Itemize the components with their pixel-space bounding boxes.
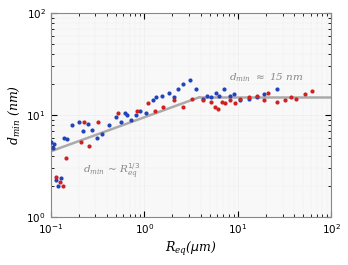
Point	[254, 94, 260, 98]
Point	[118, 120, 124, 124]
Point	[172, 98, 177, 102]
Point	[57, 180, 62, 184]
Point	[133, 113, 139, 117]
Point	[62, 136, 67, 140]
Point	[293, 96, 299, 101]
Point	[175, 87, 181, 91]
Point	[216, 107, 221, 111]
Point	[69, 123, 75, 127]
Point	[246, 96, 251, 101]
Point	[237, 98, 243, 102]
Point	[85, 122, 90, 126]
Point	[106, 123, 112, 127]
Point	[288, 95, 294, 99]
Point	[200, 98, 205, 102]
Point	[219, 100, 224, 104]
Point	[52, 142, 57, 146]
Point	[204, 94, 210, 98]
Point	[82, 120, 87, 124]
Point	[237, 96, 243, 101]
Point	[145, 101, 151, 105]
Point	[95, 120, 101, 124]
Point	[216, 94, 222, 98]
Point	[208, 100, 214, 104]
Point	[60, 184, 65, 189]
Point	[302, 92, 308, 96]
Point	[54, 178, 59, 182]
Point	[63, 156, 69, 160]
Point	[143, 111, 149, 115]
Point	[48, 139, 53, 144]
Point	[246, 95, 251, 99]
Point	[222, 101, 228, 105]
Point	[282, 98, 288, 102]
Point	[151, 98, 156, 102]
Point	[113, 115, 119, 120]
Point	[78, 139, 84, 144]
Point	[188, 78, 193, 82]
Point	[200, 96, 205, 101]
Point	[309, 89, 315, 94]
Point	[159, 94, 165, 98]
Point	[180, 82, 186, 86]
Point	[227, 94, 232, 98]
Point	[232, 101, 238, 105]
Point	[94, 136, 100, 140]
Point	[261, 98, 267, 102]
Point	[274, 100, 279, 104]
Point	[80, 129, 86, 133]
Y-axis label: d$_{\mathregular{min}}$ (nm): d$_{\mathregular{min}}$ (nm)	[7, 85, 22, 145]
Point	[222, 87, 227, 91]
Point	[152, 109, 158, 113]
Point	[189, 96, 194, 101]
Point	[125, 113, 130, 117]
Point	[208, 95, 214, 99]
Point	[166, 91, 172, 95]
Point	[58, 176, 64, 180]
Point	[154, 95, 159, 99]
Point	[55, 184, 61, 189]
Point	[122, 111, 128, 115]
Point	[213, 91, 219, 95]
Point	[160, 105, 166, 109]
Point	[90, 127, 95, 132]
Point	[228, 98, 233, 102]
Point	[115, 111, 120, 115]
Point	[254, 95, 260, 99]
X-axis label: R$_{\mathregular{eq}}$($\mu$m): R$_{\mathregular{eq}}$($\mu$m)	[165, 240, 217, 258]
Point	[134, 109, 140, 113]
Point	[137, 109, 143, 113]
Text: d$_{\mathregular{min}}$ $\approx$ 15 nm: d$_{\mathregular{min}}$ $\approx$ 15 nm	[229, 72, 303, 84]
Point	[128, 118, 134, 122]
Point	[274, 87, 279, 91]
Point	[50, 145, 55, 150]
Point	[193, 87, 199, 91]
Point	[64, 137, 70, 141]
Point	[87, 144, 92, 148]
Point	[99, 132, 104, 136]
Point	[261, 92, 267, 96]
Text: d$_{\mathregular{min}}$ ~ R$_{\mathregular{eq}}^{1/3}$: d$_{\mathregular{min}}$ ~ R$_{\mathregul…	[83, 162, 140, 181]
Point	[54, 174, 59, 179]
Point	[265, 91, 271, 95]
Point	[212, 105, 218, 109]
Point	[172, 95, 177, 99]
Point	[180, 105, 186, 109]
Point	[76, 120, 81, 124]
Point	[232, 92, 237, 96]
